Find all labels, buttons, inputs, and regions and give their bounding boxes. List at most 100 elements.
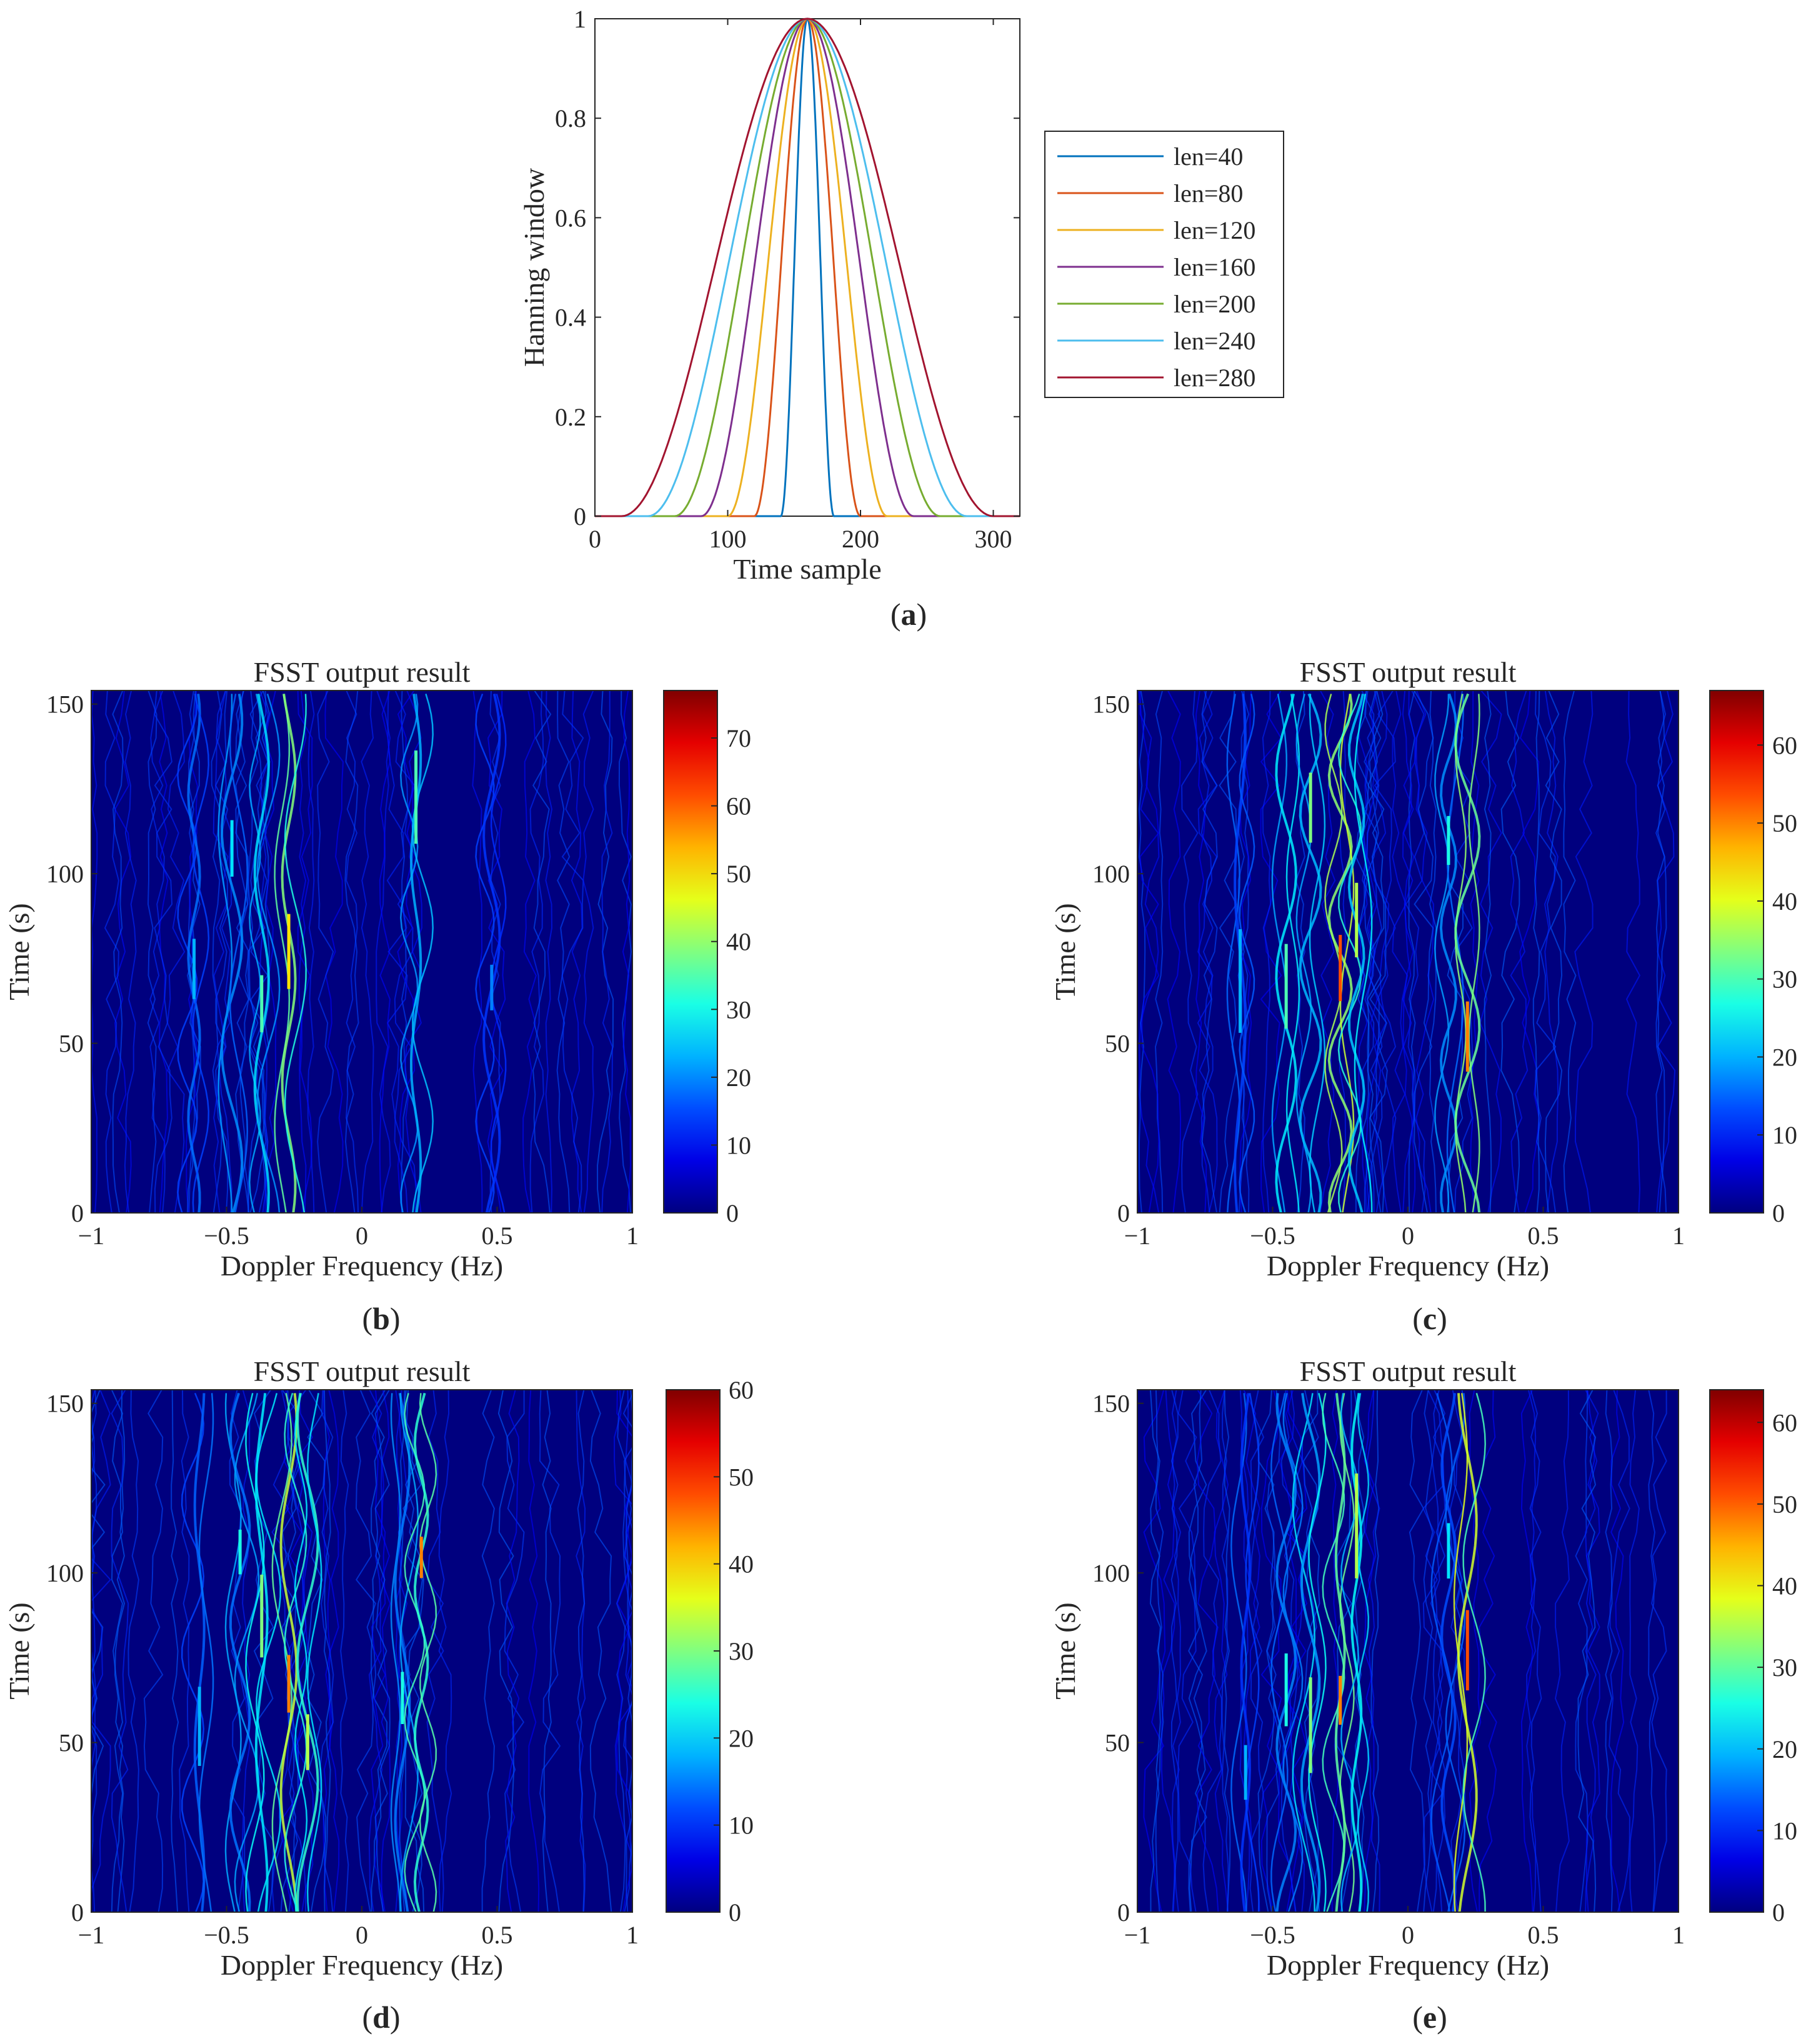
colorbar-tick-label: 50 xyxy=(1772,809,1797,837)
noise-trace xyxy=(112,690,124,1213)
heatmap-traces xyxy=(91,690,632,1213)
noise-trace xyxy=(1469,690,1480,1213)
colorbar-tick-label: 40 xyxy=(726,928,751,956)
noise-trace xyxy=(1363,690,1380,1213)
noise-trace xyxy=(1138,690,1146,1213)
ridge-trace xyxy=(229,1392,251,1912)
ridge-trace xyxy=(1308,1393,1327,1912)
noise-trace xyxy=(1423,1390,1434,1912)
series-line-280 xyxy=(595,17,1020,517)
y-tick-label: 50 xyxy=(1105,1729,1130,1757)
ridge-trace xyxy=(1292,1393,1315,1912)
y-tick-label: 0 xyxy=(1117,1898,1130,1927)
ridge-trace xyxy=(245,1393,265,1912)
panel-caption-c: (c) xyxy=(1412,1301,1447,1336)
x-tick-label: 0 xyxy=(356,1921,368,1949)
ridge-trace xyxy=(1434,694,1450,1213)
x-tick-label: 1 xyxy=(1672,1222,1685,1250)
noise-trace xyxy=(426,1390,444,1912)
noise-trace xyxy=(1415,690,1435,1213)
noise-trace xyxy=(104,690,119,1213)
noise-trace xyxy=(1160,1390,1175,1912)
noise-trace xyxy=(1655,690,1665,1213)
legend-label: len=120 xyxy=(1174,216,1255,244)
noise-trace xyxy=(1454,690,1473,1213)
noise-trace xyxy=(114,1390,126,1912)
noise-trace xyxy=(1585,1390,1599,1912)
noise-trace xyxy=(1177,1390,1197,1912)
ridge-trace xyxy=(284,1393,307,1912)
x-tick-label: 100 xyxy=(709,525,747,553)
chart-title: FSST output result xyxy=(1300,1355,1517,1387)
y-tick-label: 150 xyxy=(1092,1390,1130,1418)
x-axis-label: Doppler Frequency (Hz) xyxy=(1267,1250,1549,1282)
noise-trace xyxy=(528,1390,540,1912)
noise-trace xyxy=(371,1390,388,1912)
noise-trace xyxy=(386,690,409,1213)
ridge-trace xyxy=(1457,1393,1478,1912)
noise-trace xyxy=(1240,690,1250,1213)
noise-trace xyxy=(1608,1390,1630,1912)
ridge-trace xyxy=(1462,1393,1486,1912)
noise-trace xyxy=(622,690,632,1213)
noise-trace xyxy=(532,690,552,1213)
colorbar-tick-label: 10 xyxy=(729,1812,754,1840)
noise-trace xyxy=(1544,690,1563,1213)
noise-trace xyxy=(91,690,98,1213)
ridge-trace xyxy=(256,694,281,1213)
noise-trace xyxy=(323,1390,331,1912)
ridge-trace xyxy=(1239,694,1255,1213)
x-tick-label: −1 xyxy=(1124,1222,1151,1250)
noise-trace xyxy=(1605,1390,1614,1912)
noise-trace xyxy=(91,1390,97,1873)
noise-trace xyxy=(1262,690,1272,1213)
noise-trace xyxy=(505,1390,520,1912)
noise-trace xyxy=(404,690,424,1213)
noise-trace xyxy=(489,690,501,1213)
noise-trace xyxy=(147,690,157,1213)
caption-letter: e xyxy=(1423,2000,1437,2035)
noise-trace xyxy=(542,1390,552,1912)
noise-trace xyxy=(394,1390,403,1912)
colorbar-tick-label: 50 xyxy=(729,1463,754,1491)
colorbar-tick-label: 20 xyxy=(729,1724,754,1752)
noise-trace xyxy=(1366,1390,1380,1912)
ridge-trace xyxy=(294,1393,308,1912)
noise-trace xyxy=(1335,1390,1352,1912)
ridge-trace xyxy=(1285,694,1300,1213)
chart-title: FSST output result xyxy=(254,1355,471,1387)
ridge-trace xyxy=(1322,1393,1345,1912)
x-tick-label: −1 xyxy=(78,1921,105,1949)
colorbar-tick-label: 10 xyxy=(1772,1817,1797,1845)
x-tick-label: −1 xyxy=(1124,1921,1151,1949)
colorbar-tick-label: 60 xyxy=(726,792,751,820)
noise-trace xyxy=(1510,690,1529,1213)
ridge-trace xyxy=(1357,1393,1370,1912)
y-tick-label: 100 xyxy=(1092,860,1130,888)
colorbar-tick-label: 30 xyxy=(1772,965,1797,994)
noise-trace xyxy=(1520,1390,1534,1912)
y-axis-label: Time (s) xyxy=(1049,1602,1081,1700)
ridge-trace xyxy=(1271,694,1288,1213)
colorbar-tick-label: 20 xyxy=(1772,1043,1797,1071)
y-tick-label: 150 xyxy=(1092,690,1130,719)
noise-trace xyxy=(143,1390,164,1912)
noise-trace xyxy=(1201,690,1218,1213)
noise-trace xyxy=(1651,1390,1667,1912)
ridge-trace xyxy=(234,1393,260,1912)
noise-trace xyxy=(539,1390,561,1912)
ridge-trace xyxy=(1309,694,1326,1213)
noise-trace xyxy=(1447,690,1464,1213)
y-axis-label: Hanning window xyxy=(518,167,550,367)
x-tick-label: −0.5 xyxy=(1250,1222,1295,1250)
ridge-trace xyxy=(1445,1393,1466,1912)
noise-trace xyxy=(571,690,583,1213)
y-axis-label: Time (s) xyxy=(3,1602,35,1700)
noise-trace xyxy=(522,690,537,1213)
noise-trace xyxy=(247,690,259,1213)
ridge-trace xyxy=(187,694,201,1213)
noise-trace xyxy=(1402,690,1416,1213)
ridge-trace xyxy=(1440,1393,1457,1912)
x-tick-label: 1 xyxy=(626,1222,639,1250)
